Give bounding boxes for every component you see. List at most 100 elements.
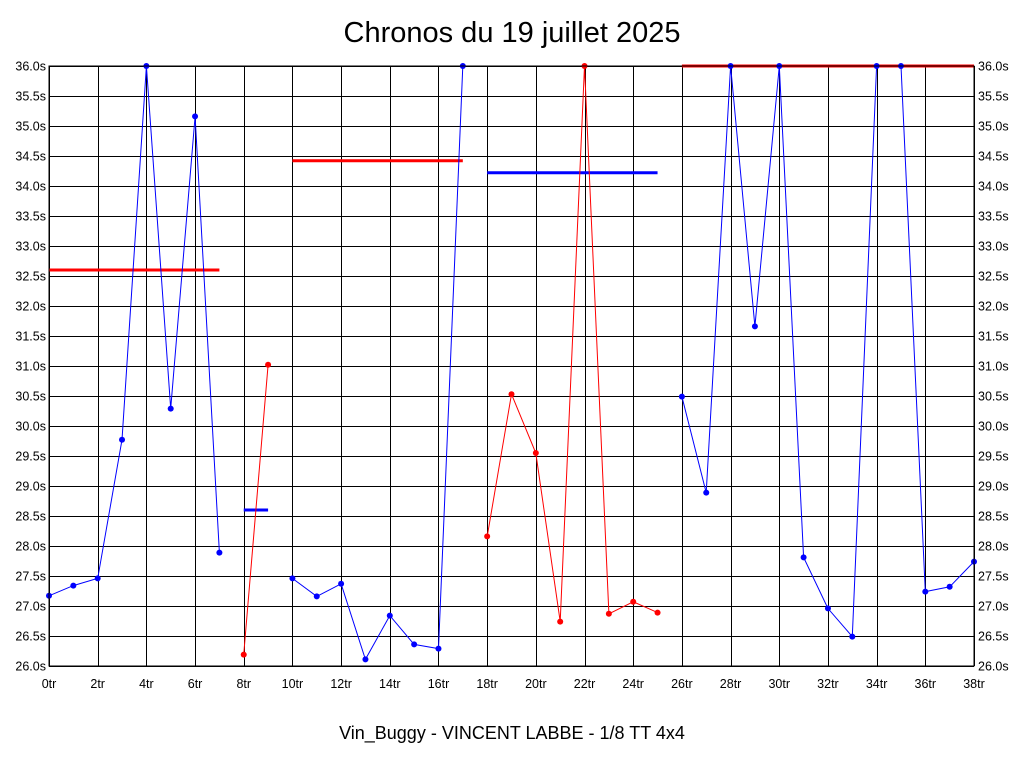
y-tick-label-left: 29.0s	[15, 480, 46, 494]
data-point	[216, 549, 223, 556]
data-point	[411, 641, 418, 648]
data-point	[265, 361, 272, 368]
data-point	[703, 489, 710, 496]
x-tick-label: 30tr	[768, 677, 790, 691]
y-tick-label-left: 33.0s	[15, 240, 46, 254]
series-line	[486, 65, 658, 622]
series-group	[46, 63, 223, 599]
data-point	[849, 633, 856, 640]
data-point	[484, 533, 491, 540]
y-tick-label-right: 30.5s	[978, 390, 1009, 404]
x-tick-label: 24tr	[622, 677, 644, 691]
y-tick-label-left: 27.5s	[15, 570, 46, 584]
x-tick-label: 8tr	[236, 677, 251, 691]
y-tick-label-left: 32.0s	[15, 300, 46, 314]
y-tick-label-right: 32.5s	[978, 270, 1009, 284]
y-tick-label-left: 27.0s	[15, 600, 46, 614]
data-point	[605, 610, 612, 617]
x-tick-label: 10tr	[282, 677, 304, 691]
y-tick-label-left: 28.0s	[15, 540, 46, 554]
chart-subtitle: Vin_Buggy - VINCENT LABBE - 1/8 TT 4x4	[339, 723, 685, 743]
data-point	[192, 113, 199, 120]
data-point	[508, 391, 515, 398]
x-tick-label: 20tr	[525, 677, 547, 691]
y-tick-label-right: 34.0s	[978, 180, 1009, 194]
data-point	[922, 588, 929, 595]
y-tick-label-right: 28.5s	[978, 510, 1009, 524]
data-point	[800, 554, 807, 561]
series-line	[243, 364, 269, 655]
y-tick-label-left: 26.5s	[15, 630, 46, 644]
data-point	[94, 575, 101, 582]
x-axis-ticks: 0tr 2tr 4tr 6tr 8tr 10tr 12tr 14tr 16tr 18tr 20tr 2…	[42, 677, 985, 691]
x-tick-label: 22tr	[574, 677, 596, 691]
series-group	[678, 63, 977, 640]
data-point	[338, 580, 345, 587]
y-tick-label-right: 36.0s	[978, 60, 1009, 74]
y-tick-label-left: 35.0s	[15, 120, 46, 134]
y-tick-label-left: 34.5s	[15, 150, 46, 164]
data-point	[240, 651, 247, 658]
x-tick-label: 32tr	[817, 677, 839, 691]
x-tick-label: 4tr	[139, 677, 154, 691]
x-tick-label: 6tr	[188, 677, 203, 691]
data-point	[946, 583, 953, 590]
x-tick-label: 0tr	[42, 677, 57, 691]
y-tick-label-right: 31.0s	[978, 360, 1009, 374]
y-tick-label-right: 28.0s	[978, 540, 1009, 554]
y-axis-right-ticks: 26.0s 26.5s 27.0s 27.5s 28.0s 28.5s 29.0s 29.5s…	[978, 60, 1009, 674]
series-group	[289, 63, 466, 663]
y-tick-label-left: 30.0s	[15, 420, 46, 434]
series-line	[48, 65, 220, 597]
data-point	[119, 436, 126, 443]
x-tick-label: 18tr	[476, 677, 498, 691]
data-point	[557, 618, 564, 625]
y-tick-label-right: 27.0s	[978, 600, 1009, 614]
y-tick-label-right: 31.5s	[978, 330, 1009, 344]
y-tick-label-left: 36.0s	[15, 60, 46, 74]
data-point	[678, 393, 685, 400]
plot-frame	[48, 65, 975, 667]
y-tick-label-right: 29.0s	[978, 480, 1009, 494]
y-tick-label-right: 33.0s	[978, 240, 1009, 254]
y-tick-label-left: 29.5s	[15, 450, 46, 464]
y-tick-label-left: 30.5s	[15, 390, 46, 404]
y-tick-label-left: 31.0s	[15, 360, 46, 374]
x-tick-label: 28tr	[720, 677, 742, 691]
y-tick-label-right: 35.0s	[978, 120, 1009, 134]
y-tick-label-left: 34.0s	[15, 180, 46, 194]
y-tick-label-right: 32.0s	[978, 300, 1009, 314]
y-tick-label-left: 35.5s	[15, 90, 46, 104]
x-tick-label: 34tr	[866, 677, 888, 691]
chart-title: Chronos du 19 juillet 2025	[343, 17, 681, 49]
x-tick-label: 16tr	[428, 677, 450, 691]
y-tick-label-right: 29.5s	[978, 450, 1009, 464]
data-point	[70, 582, 77, 589]
y-tick-label-right: 30.0s	[978, 420, 1009, 434]
series-group	[484, 63, 661, 625]
data-point	[167, 405, 174, 412]
x-tick-label: 2tr	[90, 677, 105, 691]
data-series	[46, 63, 977, 663]
data-point	[824, 605, 831, 612]
data-point	[630, 598, 637, 605]
y-tick-label-right: 35.5s	[978, 90, 1009, 104]
x-tick-label: 14tr	[379, 677, 401, 691]
y-tick-label-left: 33.5s	[15, 210, 46, 224]
data-point	[362, 656, 369, 663]
series-line	[681, 65, 975, 638]
y-tick-label-left: 28.5s	[15, 510, 46, 524]
data-point	[532, 450, 539, 456]
data-point	[289, 575, 296, 582]
data-point	[386, 612, 393, 619]
x-tick-label: 12tr	[330, 677, 352, 691]
x-tick-label: 36tr	[915, 677, 937, 691]
series-line	[292, 65, 464, 661]
y-tick-label-left: 32.5s	[15, 270, 46, 284]
y-tick-label-right: 26.5s	[978, 630, 1009, 644]
series-group	[240, 361, 272, 658]
x-tick-label: 38tr	[963, 677, 985, 691]
y-tick-label-right: 33.5s	[978, 210, 1009, 224]
